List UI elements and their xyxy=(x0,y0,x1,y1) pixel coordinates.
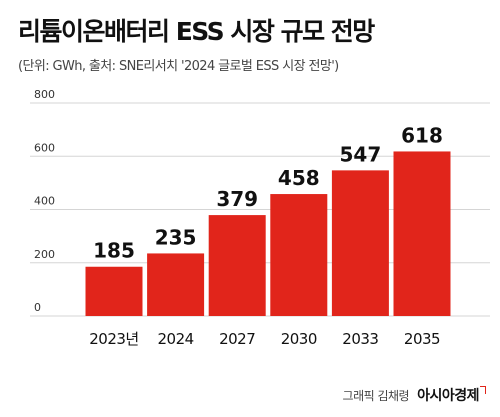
data-label: 458 xyxy=(278,166,320,190)
data-label: 185 xyxy=(93,239,135,263)
data-label: 235 xyxy=(155,225,197,249)
logo-mark-icon xyxy=(480,386,486,394)
y-tick-label: 0 xyxy=(34,301,41,314)
publisher-logo: 아시아경제 xyxy=(417,385,486,405)
data-label: 618 xyxy=(401,123,443,147)
bar xyxy=(85,266,143,316)
chart-title: 리튬이온배터리 ESS 시장 규모 전망 xyxy=(18,17,375,46)
footer: 그래픽 김채령 아시아경제 xyxy=(343,385,486,405)
bar xyxy=(270,194,328,316)
y-tick-label: 200 xyxy=(34,248,55,261)
x-tick-label: 2030 xyxy=(281,330,317,348)
bar xyxy=(208,215,266,316)
bar xyxy=(393,151,451,316)
x-tick-label: 2035 xyxy=(404,330,440,348)
x-tick-label: 2027 xyxy=(219,330,255,348)
y-tick-label: 400 xyxy=(34,195,55,208)
graphic-credit: 그래픽 김채령 xyxy=(342,389,410,403)
y-tick-label: 600 xyxy=(34,141,55,154)
data-label: 547 xyxy=(340,142,382,166)
x-tick-label: 2024 xyxy=(158,330,194,348)
bar xyxy=(147,253,205,316)
data-label: 379 xyxy=(216,187,258,211)
publisher-name: 아시아경제 xyxy=(417,388,479,404)
x-tick-label: 2023년 xyxy=(89,330,138,348)
chart-subtitle: (단위: GWh, 출처: SNE리서치 '2024 글로벌 ESS 시장 전망… xyxy=(18,59,339,74)
bar xyxy=(331,170,389,316)
x-tick-label: 2033 xyxy=(342,330,378,348)
y-tick-label: 800 xyxy=(34,88,55,101)
